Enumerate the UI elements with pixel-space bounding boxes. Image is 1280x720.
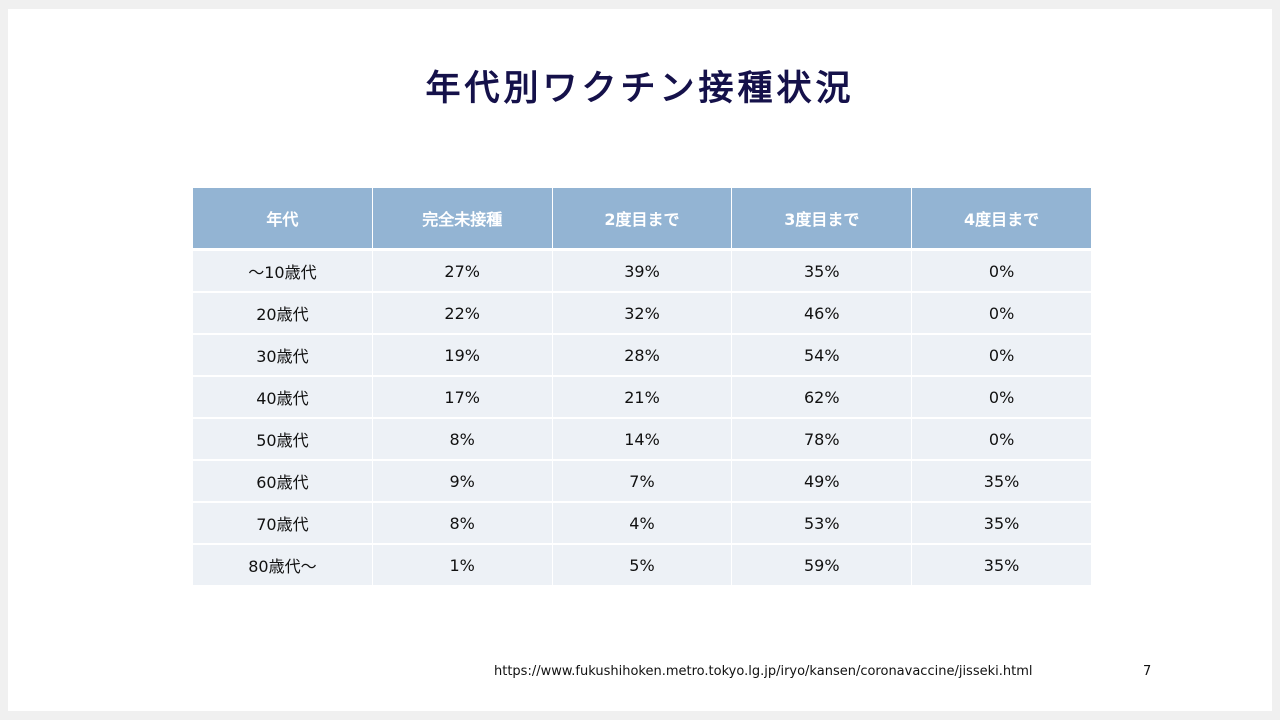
- source-url: https://www.fukushihoken.metro.tokyo.lg.…: [494, 664, 1033, 679]
- cell-three-doses: 53%: [731, 502, 913, 545]
- vaccination-table-container: 年代 完全未接種 2度目まで 3度目まで 4度目まで ～10歳代 27% 39%…: [193, 188, 1091, 587]
- cell-four-doses: 0%: [911, 292, 1091, 335]
- cell-unvaccinated: 27%: [372, 249, 553, 293]
- cell-four-doses: 0%: [911, 249, 1091, 293]
- cell-unvaccinated: 1%: [372, 544, 553, 587]
- cell-unvaccinated: 22%: [372, 292, 553, 335]
- cell-two-doses: 5%: [552, 544, 733, 587]
- table-header: 年代 完全未接種 2度目まで 3度目まで 4度目まで: [193, 188, 1091, 251]
- cell-two-doses: 39%: [552, 249, 733, 293]
- cell-unvaccinated: 19%: [372, 334, 553, 377]
- table-row: 50歳代 8% 14% 78% 0%: [193, 418, 1091, 461]
- header-cell-three-doses: 3度目まで: [731, 188, 913, 251]
- cell-two-doses: 4%: [552, 502, 733, 545]
- header-cell-two-doses: 2度目まで: [552, 188, 733, 251]
- cell-three-doses: 59%: [731, 544, 913, 587]
- cell-four-doses: 35%: [911, 502, 1091, 545]
- table-row: 70歳代 8% 4% 53% 35%: [193, 502, 1091, 545]
- table-row: 30歳代 19% 28% 54% 0%: [193, 334, 1091, 377]
- cell-three-doses: 62%: [731, 376, 913, 419]
- slide-title: 年代別ワクチン接種状況: [425, 69, 855, 109]
- page-number: 7: [1143, 664, 1152, 679]
- slide: 年代別ワクチン接種状況 年代 完全未接種 2度目まで 3度目まで 4度目まで ～…: [8, 9, 1272, 711]
- cell-two-doses: 28%: [552, 334, 733, 377]
- cell-four-doses: 0%: [911, 376, 1091, 419]
- cell-two-doses: 14%: [552, 418, 733, 461]
- header-cell-unvaccinated: 完全未接種: [372, 188, 553, 251]
- table-body: ～10歳代 27% 39% 35% 0% 20歳代 22% 32% 46% 0%…: [193, 249, 1091, 587]
- cell-unvaccinated: 8%: [372, 502, 553, 545]
- cell-three-doses: 54%: [731, 334, 913, 377]
- table-row: 20歳代 22% 32% 46% 0%: [193, 292, 1091, 335]
- cell-age-group: ～10歳代: [193, 249, 373, 293]
- cell-four-doses: 0%: [911, 334, 1091, 377]
- cell-three-doses: 49%: [731, 460, 913, 503]
- cell-age-group: 30歳代: [193, 334, 373, 377]
- cell-unvaccinated: 8%: [372, 418, 553, 461]
- cell-unvaccinated: 17%: [372, 376, 553, 419]
- vaccination-table: 年代 完全未接種 2度目まで 3度目まで 4度目まで ～10歳代 27% 39%…: [193, 188, 1091, 587]
- table-row: 80歳代～ 1% 5% 59% 35%: [193, 544, 1091, 587]
- header-cell-four-doses: 4度目まで: [911, 188, 1091, 251]
- header-cell-age: 年代: [193, 188, 373, 251]
- cell-two-doses: 21%: [552, 376, 733, 419]
- cell-four-doses: 0%: [911, 418, 1091, 461]
- table-row: 40歳代 17% 21% 62% 0%: [193, 376, 1091, 419]
- cell-three-doses: 35%: [731, 249, 913, 293]
- table-row: 60歳代 9% 7% 49% 35%: [193, 460, 1091, 503]
- cell-age-group: 50歳代: [193, 418, 373, 461]
- cell-age-group: 60歳代: [193, 460, 373, 503]
- cell-two-doses: 7%: [552, 460, 733, 503]
- cell-unvaccinated: 9%: [372, 460, 553, 503]
- cell-age-group: 20歳代: [193, 292, 373, 335]
- table-row: ～10歳代 27% 39% 35% 0%: [193, 249, 1091, 293]
- cell-two-doses: 32%: [552, 292, 733, 335]
- header-row: 年代 完全未接種 2度目まで 3度目まで 4度目まで: [193, 188, 1091, 251]
- cell-age-group: 70歳代: [193, 502, 373, 545]
- cell-three-doses: 46%: [731, 292, 913, 335]
- cell-four-doses: 35%: [911, 460, 1091, 503]
- cell-age-group: 80歳代～: [193, 544, 373, 587]
- cell-four-doses: 35%: [911, 544, 1091, 587]
- cell-age-group: 40歳代: [193, 376, 373, 419]
- cell-three-doses: 78%: [731, 418, 913, 461]
